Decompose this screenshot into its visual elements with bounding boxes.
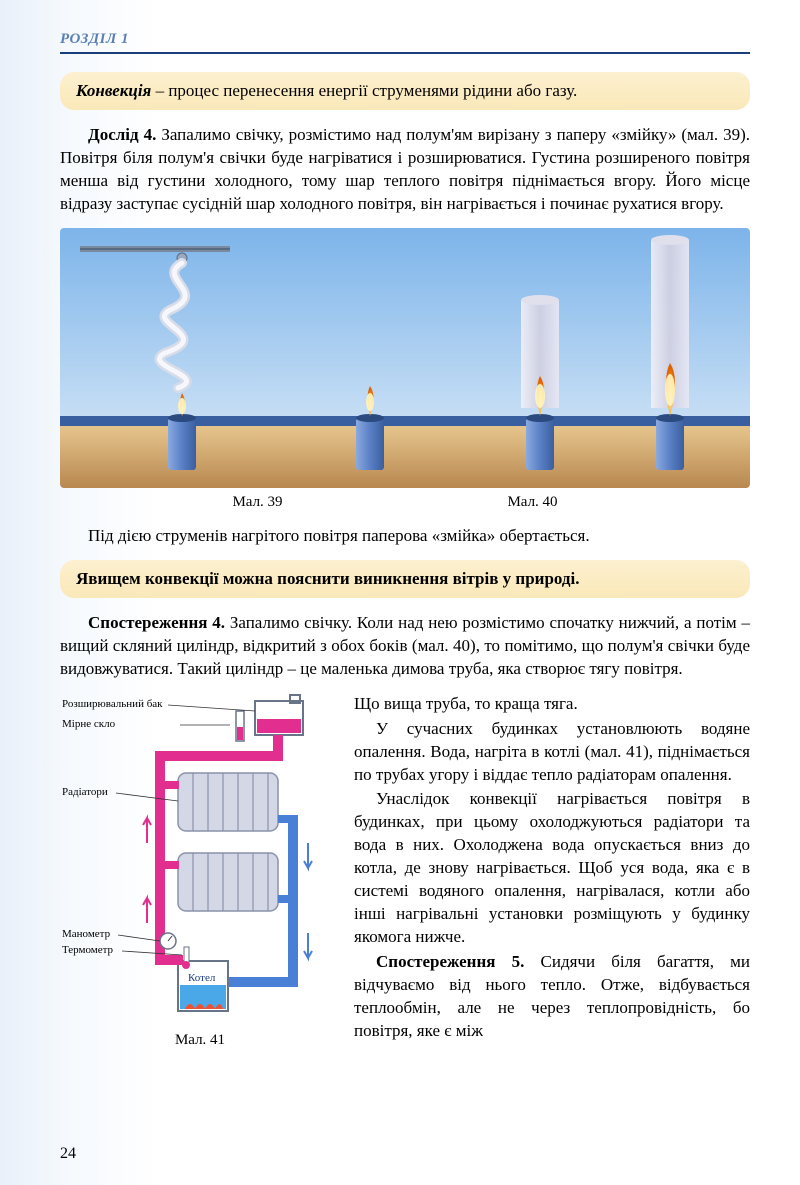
experiment-4-lead: Дослід 4.: [88, 125, 156, 144]
caption-39: Мал. 39: [232, 494, 282, 511]
label-rad: Радіатори: [62, 786, 108, 798]
observation-4-text: Спостереження 4. Запалимо свічку. Коли н…: [60, 612, 750, 681]
figure-41: Розширювальний бак Мірне скло: [60, 693, 340, 1049]
candle-3: [521, 295, 559, 470]
label-bak: Розширювальний бак: [62, 698, 163, 710]
heating-diagram-svg: Розширювальний бак Мірне скло: [60, 693, 340, 1023]
obs5-lead: Спостереження 5.: [376, 952, 524, 971]
caption-40: Мал. 40: [507, 494, 557, 511]
label-mano: Манометр: [62, 928, 111, 940]
label-termo: Термометр: [62, 944, 114, 956]
candles-svg: [60, 228, 750, 488]
paragraph-spiral: Під дією струменів нагрітого повітря пап…: [60, 525, 750, 548]
figure-candles: [60, 228, 750, 488]
two-column-area: Розширювальний бак Мірне скло: [60, 693, 750, 1049]
page: РОЗДІЛ 1 Конвекція – процес перенесення …: [0, 0, 800, 1185]
section-label: РОЗДІЛ 1: [60, 31, 129, 47]
term: Конвекція: [76, 81, 151, 100]
figure-captions-row: Мал. 39 Мал. 40: [60, 494, 750, 511]
caption-41: Мал. 41: [60, 1032, 340, 1049]
observation-4-lead: Спостереження 4.: [88, 613, 225, 632]
right-p1: Що вища труба, то краща тяга.: [354, 693, 750, 716]
label-sklo: Мірне скло: [62, 718, 116, 730]
definition-convection: Конвекція – процес перенесення енергії с…: [60, 72, 750, 110]
candle-4: [651, 235, 689, 470]
radiator-1: [178, 773, 278, 831]
page-number: 24: [60, 1145, 76, 1163]
radiator-2: [178, 853, 278, 911]
experiment-4-body: Запалимо свічку, розмістимо над полум'ям…: [60, 125, 750, 213]
definition-winds: Явищем конвекції можна пояснити виникнен…: [60, 560, 750, 598]
right-p4: Спостереження 5. Сидячи біля багаття, ми…: [354, 951, 750, 1043]
experiment-4-text: Дослід 4. Запалимо свічку, розмістимо на…: [60, 124, 750, 216]
right-p3: Унаслідок конвекції нагрівається повітря…: [354, 788, 750, 949]
definition-text: – процес перенесення енергії струменями …: [151, 81, 577, 100]
label-kotel: Котел: [188, 972, 216, 984]
right-p2: У сучасних будинках установлюють водяне …: [354, 718, 750, 787]
right-column-text: Що вища труба, то краща тяга. У сучасних…: [354, 693, 750, 1049]
page-header: РОЗДІЛ 1: [60, 30, 750, 54]
def2-text: Явищем конвекції можна пояснити виникнен…: [76, 569, 580, 588]
